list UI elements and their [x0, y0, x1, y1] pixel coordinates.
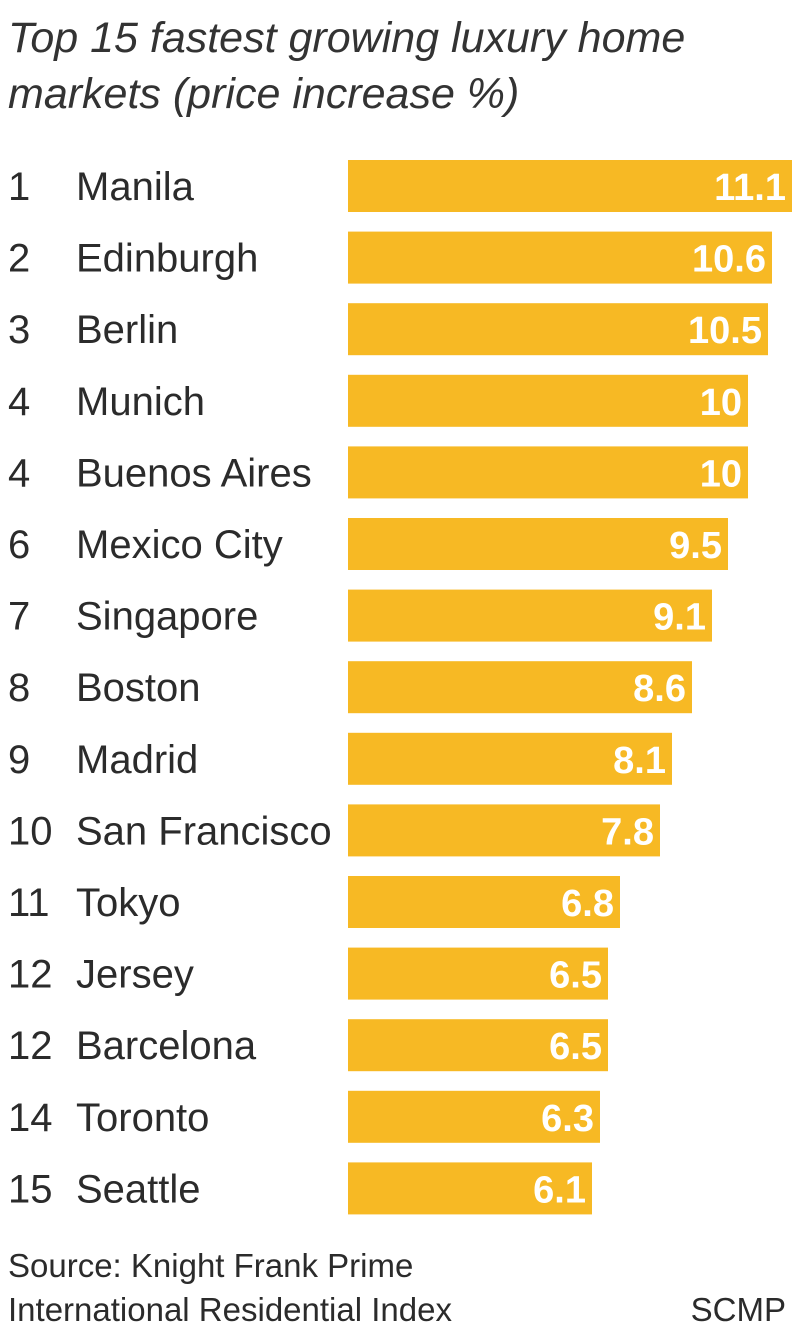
data-label: 7.8 — [601, 811, 654, 853]
category-label: Manila — [76, 165, 195, 209]
rank-label: 14 — [8, 1096, 53, 1140]
bar — [348, 589, 712, 642]
bar — [348, 231, 772, 284]
chart-footer: Source: Knight Frank Prime International… — [8, 1244, 792, 1332]
data-label: 6.1 — [533, 1169, 586, 1211]
data-label: 10.6 — [692, 239, 766, 281]
rank-label: 9 — [8, 738, 30, 782]
category-label: Seattle — [76, 1167, 201, 1211]
category-label: Singapore — [76, 595, 258, 639]
category-label: San Francisco — [76, 809, 332, 853]
bar — [348, 303, 768, 356]
category-label: Mexico City — [76, 523, 283, 567]
rank-label: 4 — [8, 451, 30, 495]
data-label: 8.1 — [613, 740, 666, 782]
rank-label: 6 — [8, 523, 30, 567]
source-note: Source: Knight Frank Prime International… — [8, 1247, 452, 1328]
rank-label: 1 — [8, 165, 30, 209]
category-label: Boston — [76, 666, 201, 710]
rank-label: 2 — [8, 237, 30, 281]
brand-label: SCMP — [690, 1291, 786, 1328]
bar — [348, 374, 748, 427]
rank-label: 8 — [8, 666, 30, 710]
data-label: 9.5 — [669, 525, 722, 567]
bar — [348, 732, 672, 785]
bar — [348, 1162, 592, 1215]
bar — [348, 1019, 608, 1072]
category-label: Madrid — [76, 738, 198, 782]
rank-label: 10 — [8, 809, 53, 853]
data-label: 9.1 — [653, 597, 706, 639]
rank-label: 15 — [8, 1167, 53, 1211]
bar — [348, 160, 792, 212]
rank-label: 12 — [8, 953, 53, 997]
rank-label: 7 — [8, 595, 30, 639]
data-label: 10 — [700, 453, 742, 495]
bar — [348, 446, 748, 499]
data-label: 6.8 — [561, 883, 614, 925]
category-label: Jersey — [76, 953, 194, 997]
bar — [348, 518, 728, 570]
bar — [348, 876, 620, 928]
category-label: Edinburgh — [76, 237, 258, 281]
data-label: 8.6 — [633, 668, 686, 710]
rank-label: 4 — [8, 380, 30, 424]
rank-label: 12 — [8, 1024, 53, 1068]
data-label: 6.3 — [541, 1098, 594, 1140]
category-label: Buenos Aires — [76, 451, 312, 495]
data-label: 6.5 — [549, 955, 602, 997]
category-label: Tokyo — [76, 881, 181, 925]
chart-title: Top 15 fastest growing luxury home marke… — [8, 14, 686, 118]
bar — [348, 804, 660, 857]
rank-label: 11 — [8, 881, 50, 925]
category-label: Toronto — [76, 1096, 209, 1140]
data-label: 10 — [700, 382, 742, 424]
bar-chart: 1 Manila 11.1 2 Edinburgh 10.6 3 Berlin 10.5 4 Mun… — [8, 160, 792, 1215]
category-label: Munich — [76, 380, 205, 424]
data-label: 6.5 — [549, 1026, 602, 1068]
bar — [348, 1090, 600, 1143]
rank-label: 3 — [8, 308, 30, 352]
data-label: 11.1 — [714, 167, 786, 209]
bar — [348, 947, 608, 1000]
bar — [348, 661, 692, 714]
data-label: 10.5 — [688, 310, 762, 352]
category-label: Berlin — [76, 308, 178, 352]
category-label: Barcelona — [76, 1024, 257, 1068]
